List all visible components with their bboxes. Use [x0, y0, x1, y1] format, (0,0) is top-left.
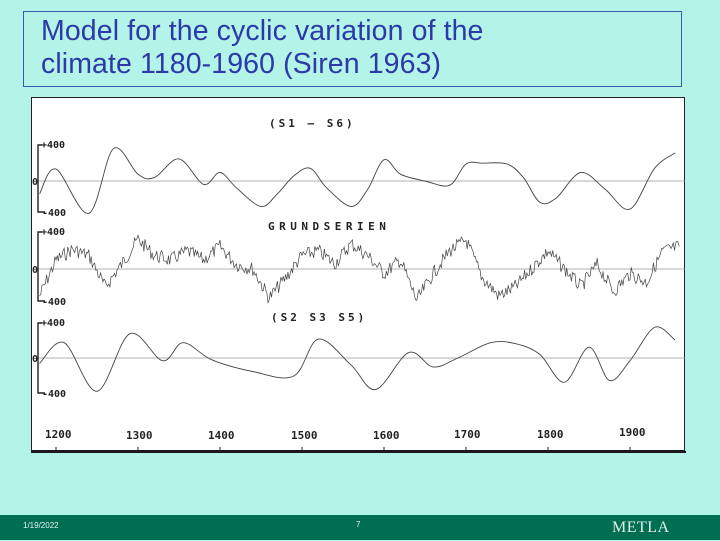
footer-bar: 1/19/2022 7 METLA [0, 515, 720, 540]
top-panel-y-axis [37, 144, 45, 213]
title-box: Model for the cyclic variation of the cl… [23, 11, 682, 87]
x-tick-1700: 1700 [454, 428, 481, 441]
middle-panel-label: GRUNDSERIEN [268, 220, 390, 233]
x-tick-1200: 1200 [45, 428, 72, 441]
bottom-y-tick-minus: -400 [42, 389, 66, 400]
middle-y-tick-plus: +400 [41, 227, 65, 238]
x-tick-1300: 1300 [126, 429, 153, 442]
metla-logo: METLA [612, 519, 670, 536]
slide-title: Model for the cyclic variation of the cl… [41, 15, 484, 80]
x-tick-1500: 1500 [291, 429, 318, 442]
climate-cycle-chart: +400 0 -400 +400 0 -400 +400 0 -400 (S1 … [31, 97, 686, 453]
top-panel-series-line [39, 147, 676, 214]
x-axis-ticks: 1200 1300 1400 1500 1600 1700 1800 1900 [45, 426, 646, 442]
bottom-panel-series-line [39, 326, 676, 392]
grundserien-series-line [39, 234, 680, 304]
bottom-y-tick-plus: +400 [41, 318, 65, 329]
bottom-y-tick-zero: 0 [32, 354, 38, 365]
middle-panel-y-axis [37, 231, 45, 302]
x-tick-1900: 1900 [619, 426, 646, 439]
top-y-tick-minus: -400 [42, 208, 66, 219]
middle-y-tick-minus: -400 [42, 297, 66, 308]
middle-y-tick-zero: 0 [32, 265, 38, 276]
top-y-tick-zero: 0 [32, 177, 38, 188]
footer-date: 1/19/2022 [23, 521, 59, 530]
bottom-panel-y-axis [37, 322, 45, 394]
slide-number: 7 [356, 520, 361, 529]
x-tick-1400: 1400 [208, 429, 235, 442]
x-tick-1800: 1800 [537, 428, 564, 441]
top-panel-label: (S1 – S6) [269, 117, 356, 130]
top-y-tick-plus: +400 [41, 140, 65, 151]
bottom-panel-label: (S2 S3 S5) [271, 311, 367, 324]
x-tick-1600: 1600 [373, 429, 400, 442]
